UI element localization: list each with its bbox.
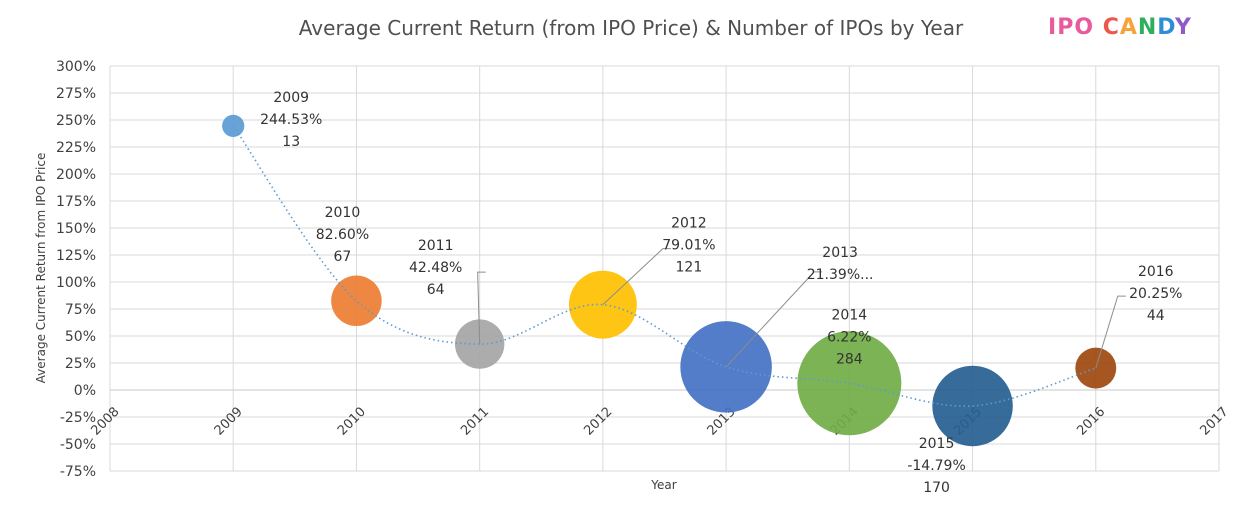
- bubble-2010: [331, 275, 382, 327]
- y-tick-label: 75%: [65, 302, 96, 318]
- data-label-2014: 2014: [832, 307, 868, 323]
- data-label-2016: 2016: [1138, 264, 1174, 280]
- x-tick-label: 2017: [1198, 405, 1232, 439]
- bubble-2015: [932, 365, 1013, 447]
- y-tick-label: 50%: [65, 329, 96, 345]
- x-axis-title: Year: [650, 478, 676, 492]
- data-label-2015: 170: [923, 480, 950, 496]
- x-tick-label: 2010: [335, 405, 369, 439]
- data-label-2012: 2012: [671, 216, 707, 232]
- data-label-2009: 244.53%: [260, 112, 322, 128]
- y-tick-label: 125%: [56, 248, 96, 264]
- y-tick-label: 225%: [56, 140, 96, 156]
- y-tick-label: 150%: [56, 221, 96, 237]
- chart-title: Average Current Return (from IPO Price) …: [298, 16, 964, 40]
- logo-letter: I: [1048, 15, 1058, 40]
- data-label-2015: -14.79%: [907, 458, 965, 474]
- y-tick-label: -75%: [60, 464, 96, 480]
- logo-letter: N: [1137, 15, 1158, 40]
- data-label-2013: 21.39%...: [807, 267, 874, 283]
- y-tick-label: 200%: [56, 167, 96, 183]
- x-tick-label: 2011: [458, 405, 492, 439]
- trendline: [232, 125, 1097, 407]
- data-label-2016: 20.25%: [1129, 286, 1182, 302]
- data-label-2013: 2013: [822, 245, 858, 261]
- y-tick-label: 100%: [56, 275, 96, 291]
- logo-letter: O: [1074, 15, 1095, 40]
- y-tick-label: 25%: [65, 356, 96, 372]
- data-label-2012: 79.01%: [662, 238, 715, 254]
- y-axis-title: Average Current Return from IPO Price: [34, 153, 48, 384]
- data-label-2014: 6.22%: [827, 329, 871, 345]
- y-tick-label: 300%: [56, 59, 96, 75]
- logo-letter: A: [1119, 15, 1138, 40]
- data-label-2009: 13: [282, 134, 300, 150]
- data-label-2009: 2009: [273, 90, 309, 106]
- leader-line-2016: [1095, 295, 1126, 369]
- data-label-2015: 2015: [919, 436, 955, 452]
- x-tick-label: 2012: [581, 405, 615, 439]
- data-label-2016: 44: [1147, 308, 1165, 324]
- logo-letter: C: [1102, 15, 1120, 40]
- x-tick-label: 2016: [1074, 405, 1108, 439]
- data-label-2011: 2011: [418, 238, 454, 254]
- leader-line-2011: [477, 271, 486, 345]
- logo-letter: P: [1057, 15, 1075, 40]
- y-tick-label: 275%: [56, 86, 96, 102]
- logo-letter: D: [1157, 15, 1175, 40]
- y-tick-label: 175%: [56, 194, 96, 210]
- leader-line-2013: [725, 271, 823, 368]
- y-tick-label: 250%: [56, 113, 96, 129]
- data-label-2014: 284: [836, 351, 863, 367]
- ipo-candy-logo: IPO CANDY: [1048, 15, 1192, 40]
- data-label-2012: 121: [676, 260, 703, 276]
- data-label-2010: 67: [334, 249, 352, 265]
- logo-letter: Y: [1174, 15, 1192, 40]
- x-tick-label: 2009: [212, 405, 246, 439]
- data-label-2010: 2010: [325, 205, 361, 221]
- y-tick-label: -50%: [60, 437, 96, 453]
- y-tick-label: -25%: [60, 410, 96, 426]
- data-label-2011: 42.48%: [409, 260, 462, 276]
- y-tick-label: 0%: [74, 383, 96, 399]
- data-label-2011: 64: [427, 282, 445, 298]
- data-label-2010: 82.60%: [316, 227, 369, 243]
- leader-line-2012: [602, 248, 671, 306]
